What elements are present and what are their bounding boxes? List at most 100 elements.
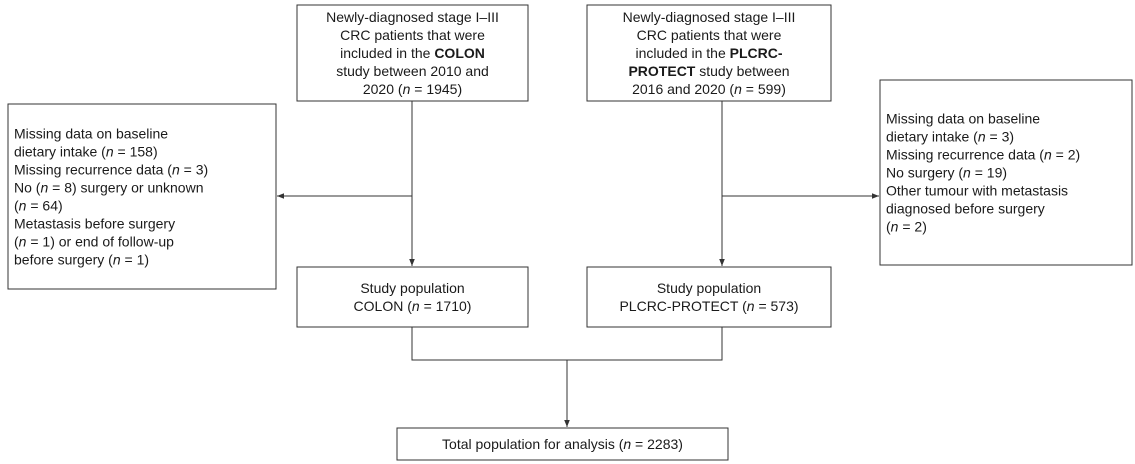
text-line: included in the PLCRC- xyxy=(635,45,782,61)
text-run: = 2) xyxy=(1052,147,1080,163)
text-run: COLON ( xyxy=(354,298,413,314)
text-run: n xyxy=(891,219,899,235)
text-line: No surgery (n = 19) xyxy=(886,165,1007,181)
text-line: before surgery (n = 1) xyxy=(14,252,149,268)
text-run: Study population xyxy=(657,280,761,296)
text-run: Missing recurrence data ( xyxy=(886,147,1044,163)
text-run: Missing data on baseline xyxy=(14,126,168,142)
text-line: Other tumour with metastasis xyxy=(886,183,1068,199)
text-run: = 1) xyxy=(121,252,149,268)
text-line: (n = 64) xyxy=(14,198,63,214)
text-run: Newly-diagnosed stage I–III xyxy=(623,9,796,25)
text-run: n xyxy=(40,180,48,196)
text-run: PROTECT xyxy=(628,63,695,79)
node: Newly-diagnosed stage I–III CRC patients … xyxy=(296,4,529,102)
text-run: Newly-diagnosed stage I–III xyxy=(326,9,499,25)
text-run: n xyxy=(106,144,114,160)
text-run: CRC patients that were xyxy=(340,27,485,43)
text-run: = 599) xyxy=(742,81,786,97)
text-run: ( xyxy=(886,219,891,235)
node-box xyxy=(586,4,832,102)
node-box xyxy=(396,427,729,461)
text-run: = 8) surgery or unknown xyxy=(48,180,203,196)
text-run: CRC patients that were xyxy=(637,27,782,43)
text-run: = 1) or end of follow-up xyxy=(26,234,174,250)
merge-line xyxy=(411,327,723,361)
text-run: n xyxy=(978,129,986,145)
text-run: Missing data on baseline xyxy=(886,111,1040,127)
text-line: dietary intake (n = 3) xyxy=(886,129,1014,145)
text-run: COLON xyxy=(434,45,485,61)
text-line: Missing recurrence data (n = 2) xyxy=(886,147,1080,163)
text-run: Other tumour with metastasis xyxy=(886,183,1068,199)
text-line: 2016 and 2020 (n = 599) xyxy=(632,81,786,97)
text-line: Missing data on baseline xyxy=(886,111,1040,127)
text-line: PROTECT study between xyxy=(628,63,789,79)
text-line: PLCRC-PROTECT (n = 573) xyxy=(619,298,798,314)
text-line: dietary intake (n = 158) xyxy=(14,144,158,160)
text-run: n xyxy=(172,162,180,178)
text-run: Total population for analysis ( xyxy=(442,436,624,452)
text-run: included in the xyxy=(635,45,729,61)
text-run: = 64) xyxy=(26,198,62,214)
text-run: ( xyxy=(14,198,19,214)
text-run: Study population xyxy=(360,280,464,296)
text-line: (n = 1) or end of follow-up xyxy=(14,234,174,250)
node: Total population for analysis (n = 2283) xyxy=(396,427,729,461)
text-line: Total population for analysis (n = 2283) xyxy=(442,436,683,452)
text-run: = 1945) xyxy=(410,81,462,97)
text-run: n xyxy=(623,436,631,452)
text-run: study between xyxy=(695,63,789,79)
node-box xyxy=(296,266,529,328)
text-run: = 19) xyxy=(971,165,1007,181)
text-line: diagnosed before surgery xyxy=(886,201,1045,217)
text-line: Missing recurrence data (n = 3) xyxy=(14,162,208,178)
text-line: Newly-diagnosed stage I–III xyxy=(623,9,796,25)
text-line: No (n = 8) surgery or unknown xyxy=(14,180,204,196)
text-run: = 3) xyxy=(986,129,1014,145)
text-run: = 3) xyxy=(180,162,208,178)
text-line: (n = 2) xyxy=(886,219,927,235)
node: Study population PLCRC-PROTECT (n = 573) xyxy=(586,266,832,328)
text-run: Metastasis before surgery xyxy=(14,216,175,232)
text-run: No ( xyxy=(14,180,41,196)
text-run: 2020 ( xyxy=(363,81,403,97)
text-run: included in the xyxy=(340,45,434,61)
text-run: 2016 and 2020 ( xyxy=(632,81,734,97)
text-run: n xyxy=(19,234,27,250)
node-box xyxy=(586,266,832,328)
text-line: COLON (n = 1710) xyxy=(354,298,472,314)
node: Newly-diagnosed stage I–III CRC patients … xyxy=(586,4,832,102)
text-line: Missing data on baseline xyxy=(14,126,168,142)
text-run: dietary intake ( xyxy=(886,129,978,145)
text-run: n xyxy=(734,81,742,97)
text-run: diagnosed before surgery xyxy=(886,201,1045,217)
text-line: Study population xyxy=(657,280,761,296)
text-run: n xyxy=(1044,147,1052,163)
text-line: Study population xyxy=(360,280,464,296)
text-line: study between 2010 and xyxy=(336,63,489,79)
node-box xyxy=(296,4,529,102)
text-line: CRC patients that were xyxy=(637,27,782,43)
text-run: PLCRC-PROTECT ( xyxy=(619,298,747,314)
text-line: 2020 (n = 1945) xyxy=(363,81,462,97)
text-run: n xyxy=(113,252,121,268)
text-line: CRC patients that were xyxy=(340,27,485,43)
text-run: Missing recurrence data ( xyxy=(14,162,172,178)
text-run: = 158) xyxy=(114,144,158,160)
text-run: = 573) xyxy=(755,298,799,314)
text-run: n xyxy=(412,298,420,314)
text-run: n xyxy=(19,198,27,214)
text-run: = 2) xyxy=(898,219,926,235)
text-run: = 2283) xyxy=(631,436,683,452)
node: Missing data on baseline dietary intake (… xyxy=(879,79,1133,266)
text-run: dietary intake ( xyxy=(14,144,106,160)
text-run: before surgery ( xyxy=(14,252,113,268)
node-box xyxy=(7,103,277,290)
text-run: n xyxy=(747,298,755,314)
node-box xyxy=(879,79,1133,266)
text-line: Newly-diagnosed stage I–III xyxy=(326,9,499,25)
text-run: No surgery ( xyxy=(886,165,963,181)
